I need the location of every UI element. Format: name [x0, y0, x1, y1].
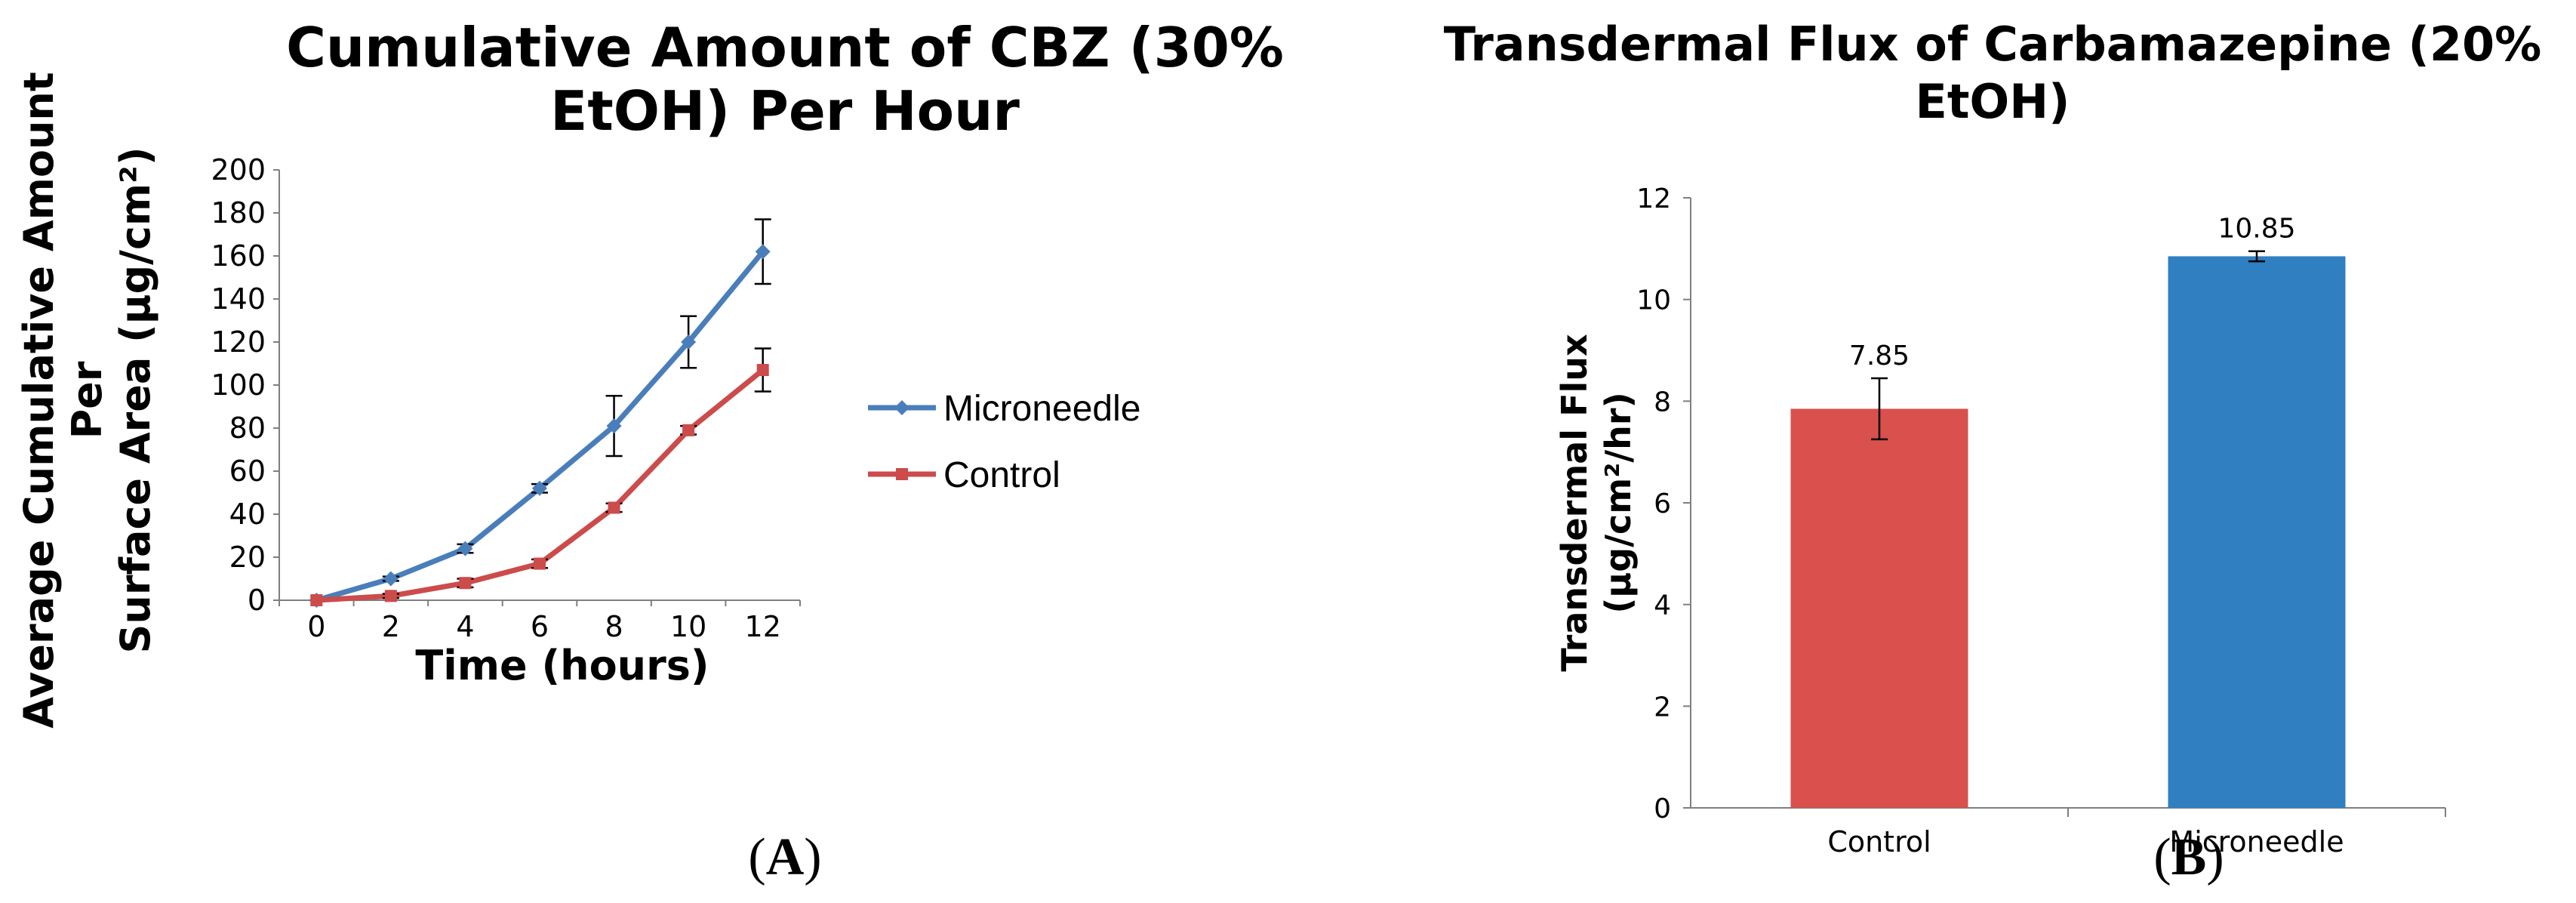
line-chart-y-tick-label: 200 — [211, 153, 266, 186]
line-chart-x-tick-label: 12 — [745, 610, 781, 643]
line-chart-y-tick-label: 100 — [211, 368, 266, 402]
line-chart-point-control — [534, 557, 546, 570]
line-chart-y-tick-label: 80 — [229, 411, 266, 445]
line-chart-panel: Cumulative Amount of CBZ (30% EtOH) Per … — [15, 16, 1284, 886]
legend-item-control: Control — [868, 455, 1060, 495]
line-chart-y-tick-label: 120 — [211, 325, 266, 359]
bar-group-control: 7.85 Control — [1790, 341, 1968, 858]
line-chart-x-axis-title: Time (hours) — [415, 642, 709, 689]
bar-control — [1790, 408, 1968, 808]
line-chart-title-line-2: EtOH) Per Hour — [550, 79, 1020, 143]
bar-chart-title-line-1: Transdermal Flux of Carbamazepine (20% — [1444, 17, 2542, 72]
line-chart-y-tick-label: 140 — [211, 282, 266, 316]
panel-label-a: (A) — [748, 828, 821, 886]
bar-chart-y-tick-label: 8 — [1654, 387, 1671, 418]
line-chart-axes — [273, 169, 801, 606]
line-chart-point-microneedle — [532, 480, 547, 496]
line-chart-point-microneedle — [606, 418, 622, 434]
line-chart-y-tick-label: 180 — [211, 196, 266, 230]
line-chart-x-tick-label: 2 — [382, 610, 400, 643]
line-chart-y-tick-label: 40 — [229, 498, 266, 531]
bar-data-label-microneedle: 10.85 — [2217, 214, 2295, 245]
panel-label-b: (B) — [2153, 828, 2224, 886]
bar-group-microneedle: 10.85 Microneedle — [2168, 214, 2346, 858]
legend-label-control: Control — [943, 455, 1060, 495]
legend-marker-control — [896, 468, 908, 480]
line-chart-y-axis-title-line-2: Per — [63, 361, 111, 439]
line-chart-point-microneedle — [383, 571, 399, 587]
panel-label-a-letter: A — [766, 828, 805, 886]
bar-chart-y-tick-label: 0 — [1654, 794, 1671, 824]
line-chart-y-tick-label: 20 — [229, 541, 266, 574]
line-chart-point-microneedle — [457, 541, 473, 556]
line-chart-y-tick-label: 60 — [229, 455, 266, 488]
bar-chart-panel: Transdermal Flux of Carbamazepine (20% E… — [1444, 17, 2542, 886]
bar-chart-y-tick-label: 6 — [1654, 488, 1671, 519]
bar-chart-y-axis-title-line-1: Transdermal Flux — [1554, 334, 1595, 671]
line-chart-point-control — [459, 577, 472, 590]
line-chart-y-tick-labels: 0 20 40 60 80 100 120 140 160 180 200 — [211, 153, 266, 617]
line-chart-point-control — [384, 590, 397, 603]
line-chart-point-control — [310, 594, 323, 606]
line-chart-y-tick-label: 0 — [248, 584, 266, 617]
legend-marker-microneedle — [894, 400, 909, 415]
bar-chart-y-tick-label: 4 — [1654, 590, 1671, 621]
line-chart-series-control — [310, 347, 771, 606]
line-chart-x-tick-label: 6 — [531, 610, 549, 643]
bar-category-label-microneedle: Microneedle — [2169, 825, 2344, 858]
bar-chart-y-tick-label: 10 — [1636, 285, 1671, 316]
line-chart-legend: Microneedle Control — [868, 389, 1140, 495]
bar-chart-y-axis-title-line-2: (µg/cm²/hr) — [1598, 392, 1639, 613]
panel-label-b-letter: B — [2171, 828, 2207, 886]
legend-label-microneedle: Microneedle — [943, 389, 1140, 429]
bar-chart-y-tick-label: 2 — [1654, 692, 1671, 723]
line-chart-x-tick-label: 4 — [456, 610, 474, 643]
line-chart-x-tick-labels: 0 2 4 6 8 10 12 — [307, 610, 781, 643]
line-chart-y-axis-title-line-1: Average Cumulative Amount — [15, 72, 63, 728]
line-chart-series-microneedle — [309, 218, 771, 608]
line-chart-y-tick-label: 160 — [211, 239, 266, 273]
line-chart-x-tick-label: 0 — [307, 610, 325, 643]
bar-chart-y-tick-labels: 0 2 4 6 8 10 12 — [1636, 183, 1671, 824]
line-chart-series — [309, 218, 771, 608]
bar-chart-y-tick-label: 12 — [1636, 183, 1671, 214]
line-chart-x-tick-label: 10 — [670, 610, 706, 643]
legend-item-microneedle: Microneedle — [868, 389, 1140, 429]
line-chart-title-line-1: Cumulative Amount of CBZ (30% — [286, 16, 1284, 79]
line-chart-y-axis-title-line-3: Surface Area (µg/cm²) — [112, 146, 159, 653]
line-chart-x-tick-label: 8 — [605, 610, 623, 643]
line-chart-point-microneedle — [681, 334, 697, 350]
bar-chart-title-line-2: EtOH) — [1916, 74, 2070, 129]
bar-microneedle — [2168, 256, 2346, 808]
line-chart-point-microneedle — [755, 244, 771, 260]
bar-category-label-control: Control — [1827, 825, 1931, 858]
line-chart-point-control — [608, 501, 620, 514]
line-chart-point-control — [756, 364, 769, 377]
bar-chart-bars: 7.85 Control 10.85 Microneedle — [1790, 214, 2346, 858]
bar-data-label-control: 7.85 — [1849, 341, 1910, 371]
line-chart-point-control — [682, 424, 695, 436]
